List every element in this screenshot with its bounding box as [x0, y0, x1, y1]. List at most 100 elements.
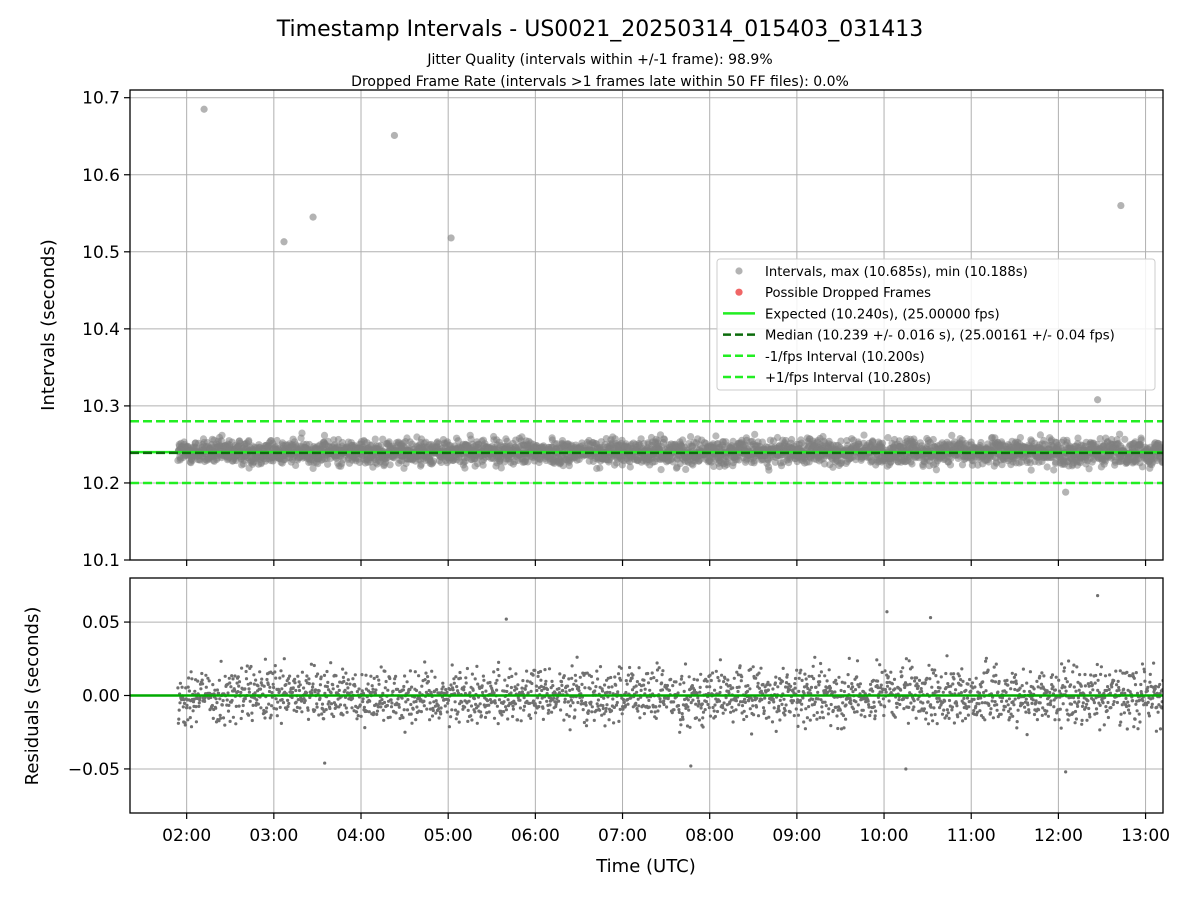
legend-entry: Expected (10.240s), (25.00000 fps) — [723, 307, 1000, 322]
intervals-y-tick-label: 10.3 — [82, 397, 120, 417]
residual-point — [604, 710, 607, 713]
residual-point — [493, 717, 496, 720]
residual-point — [855, 675, 858, 678]
residual-point — [713, 709, 716, 712]
residual-point — [507, 676, 510, 679]
residual-point — [319, 683, 322, 686]
residual-point — [254, 679, 257, 682]
residual-point — [858, 685, 861, 688]
chart-subtitle-jitter: Jitter Quality (intervals within +/-1 fr… — [426, 52, 772, 68]
residual-point — [427, 680, 430, 683]
residual-point — [548, 667, 551, 670]
residual-point — [401, 716, 404, 719]
residual-point — [589, 701, 592, 704]
residual-point — [272, 683, 275, 686]
residual-point — [205, 686, 208, 689]
interval-outlier-point — [200, 106, 207, 113]
residual-point — [192, 709, 195, 712]
intervals-y-tick-label: 10.6 — [82, 166, 120, 186]
residual-point — [233, 674, 236, 677]
residual-point — [843, 681, 846, 684]
residual-point — [794, 677, 797, 680]
residual-point — [458, 721, 461, 724]
residual-point — [437, 704, 440, 707]
interval-outlier-point — [1117, 202, 1124, 209]
residual-point — [718, 679, 721, 682]
residual-point — [610, 685, 613, 688]
residual-point — [724, 708, 727, 711]
interval-point — [461, 465, 468, 472]
residual-point — [185, 704, 188, 707]
residual-point — [661, 688, 664, 691]
residual-point — [729, 711, 732, 714]
legend-label: Intervals, max (10.685s), min (10.188s) — [765, 265, 1028, 280]
residual-point — [628, 666, 631, 669]
residual-point — [678, 731, 681, 734]
residual-point — [677, 708, 680, 711]
residual-point — [503, 679, 506, 682]
residual-point — [183, 702, 186, 705]
residual-point — [396, 697, 399, 700]
residual-point — [520, 687, 523, 690]
residual-point — [226, 691, 229, 694]
residual-point — [550, 711, 553, 714]
residual-point — [298, 689, 301, 692]
residual-point — [313, 664, 316, 667]
residual-point — [811, 698, 814, 701]
residual-point — [762, 706, 765, 709]
residual-point — [237, 675, 240, 678]
residual-point — [708, 706, 711, 709]
residual-point — [539, 679, 542, 682]
residual-point — [829, 724, 832, 727]
residual-point — [705, 700, 708, 703]
residual-point — [571, 664, 574, 667]
residual-point — [310, 663, 313, 666]
residual-point — [372, 711, 375, 714]
residual-point — [835, 682, 838, 685]
residual-point — [514, 702, 517, 705]
residual-point — [379, 705, 382, 708]
residual-point — [326, 685, 329, 688]
residual-point — [350, 706, 353, 709]
residual-point — [607, 686, 610, 689]
residual-point — [424, 678, 427, 681]
residual-point — [255, 698, 258, 701]
residual-point — [401, 697, 404, 700]
residual-point — [376, 710, 379, 713]
residual-point — [451, 663, 454, 666]
residual-point — [494, 682, 497, 685]
residual-point — [285, 708, 288, 711]
residual-point — [305, 674, 308, 677]
residual-point — [307, 709, 310, 712]
residual-point — [384, 686, 387, 689]
residual-point — [482, 679, 485, 682]
residual-point — [742, 718, 745, 721]
interval-outlier-point — [391, 132, 398, 139]
residual-point — [229, 720, 232, 723]
residual-point — [798, 677, 801, 680]
residual-point — [402, 688, 405, 691]
intervals-y-tick-label: 10.4 — [82, 320, 120, 340]
residual-point — [438, 716, 441, 719]
residual-point — [415, 700, 418, 703]
residual-point — [835, 714, 838, 717]
residual-point — [481, 684, 484, 687]
residual-point — [634, 702, 637, 705]
residual-point — [428, 718, 431, 721]
residual-point — [736, 690, 739, 693]
residual-point — [297, 698, 300, 701]
residual-point — [500, 713, 503, 716]
interval-point — [218, 432, 225, 439]
residual-point — [863, 715, 866, 718]
residual-point — [795, 669, 798, 672]
residual-point — [818, 674, 821, 677]
residual-point — [182, 705, 185, 708]
residual-point — [280, 722, 283, 725]
residual-point — [596, 677, 599, 680]
residual-point — [307, 718, 310, 721]
residual-point — [796, 725, 799, 728]
residual-point — [827, 712, 830, 715]
residual-point — [766, 681, 769, 684]
residual-point — [502, 700, 505, 703]
residual-point — [357, 714, 360, 717]
